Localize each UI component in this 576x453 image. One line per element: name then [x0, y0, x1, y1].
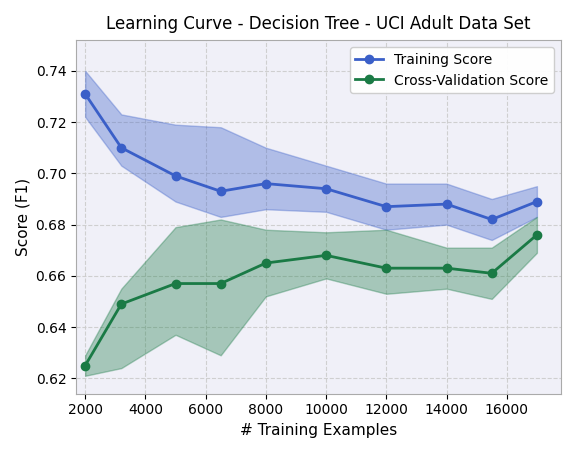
Cross-Validation Score [488, 270, 495, 276]
Cross-Validation Score [533, 232, 540, 237]
Y-axis label: Score (F1): Score (F1) [15, 178, 30, 256]
Training Score [323, 186, 329, 192]
Training Score [118, 145, 125, 150]
Cross-Validation Score [323, 253, 329, 258]
Cross-Validation Score [172, 281, 179, 286]
Training Score [488, 217, 495, 222]
Title: Learning Curve - Decision Tree - UCI Adult Data Set: Learning Curve - Decision Tree - UCI Adu… [107, 15, 531, 33]
Training Score [383, 204, 390, 209]
Training Score [172, 173, 179, 178]
Training Score [443, 202, 450, 207]
Cross-Validation Score [263, 260, 270, 266]
Training Score [217, 188, 224, 194]
Line: Training Score: Training Score [81, 90, 541, 224]
Cross-Validation Score [443, 265, 450, 271]
X-axis label: # Training Examples: # Training Examples [240, 423, 397, 438]
Training Score [533, 199, 540, 204]
Line: Cross-Validation Score: Cross-Validation Score [81, 231, 541, 370]
Cross-Validation Score [217, 281, 224, 286]
Training Score [82, 91, 89, 96]
Cross-Validation Score [82, 363, 89, 368]
Legend: Training Score, Cross-Validation Score: Training Score, Cross-Validation Score [350, 47, 554, 93]
Training Score [263, 181, 270, 186]
Cross-Validation Score [383, 265, 390, 271]
Cross-Validation Score [118, 301, 125, 307]
